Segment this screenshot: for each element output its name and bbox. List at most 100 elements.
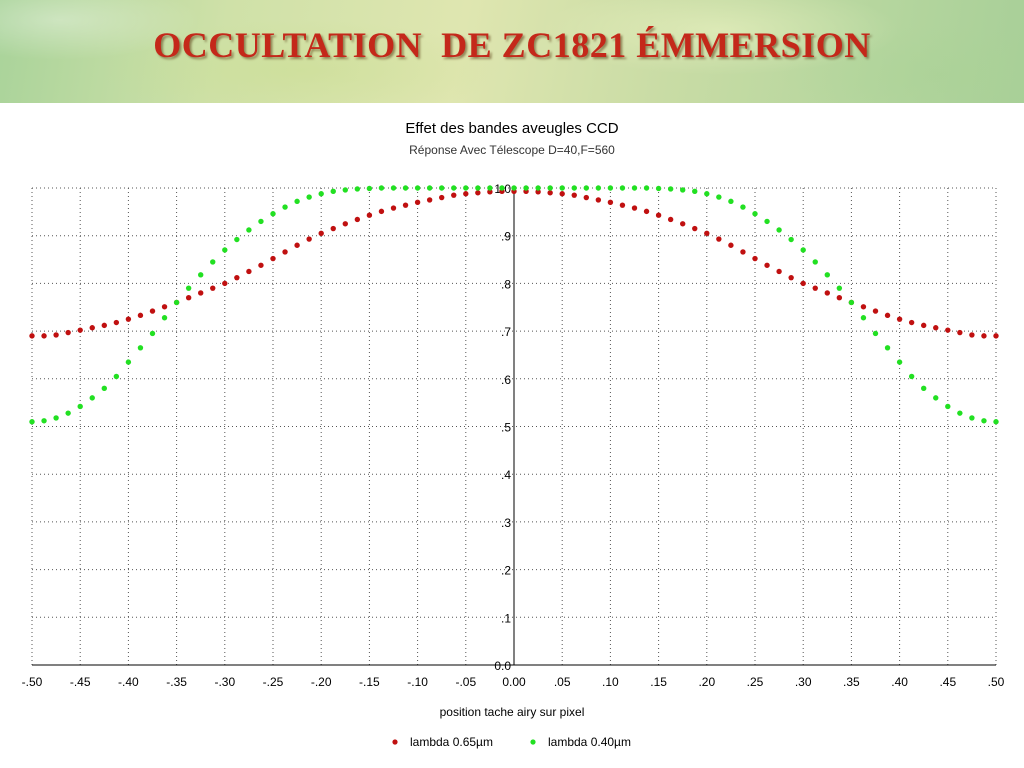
data-point <box>716 236 722 242</box>
data-point <box>77 403 83 410</box>
x-tick-label: -.40 <box>118 675 139 689</box>
x-tick-label: .20 <box>698 675 715 689</box>
data-point <box>137 312 144 319</box>
data-point <box>655 212 662 218</box>
x-tick-label: -.05 <box>455 675 476 689</box>
data-point <box>149 330 156 337</box>
data-point <box>619 185 626 191</box>
data-point <box>378 208 385 215</box>
data-point <box>511 185 517 191</box>
data-point <box>969 332 975 338</box>
data-point <box>523 185 529 191</box>
data-point <box>439 194 445 201</box>
data-point <box>390 185 397 191</box>
x-tick-label: .50 <box>988 675 1005 689</box>
data-point <box>65 410 71 416</box>
data-point <box>933 395 939 401</box>
data-point <box>764 218 770 225</box>
data-point <box>89 395 95 401</box>
data-point <box>933 325 939 331</box>
data-point <box>210 285 216 291</box>
chart-subtitle: Réponse Avec Télescope D=40,F=560 <box>409 143 615 157</box>
data-point <box>29 333 35 339</box>
data-point <box>969 415 975 421</box>
data-point <box>752 255 758 262</box>
data-point <box>390 205 397 211</box>
data-point <box>173 299 180 306</box>
data-point <box>655 185 662 192</box>
data-point <box>354 186 361 192</box>
x-tick-label: .35 <box>843 675 860 689</box>
data-point <box>439 185 445 191</box>
data-point <box>776 268 782 275</box>
data-point <box>981 333 987 339</box>
x-tick-label: 0.00 <box>502 675 526 689</box>
data-point <box>908 373 915 380</box>
data-point <box>836 295 843 301</box>
y-tick-label: .9 <box>501 230 511 244</box>
data-point <box>463 191 469 197</box>
data-point <box>487 189 493 195</box>
data-point <box>631 185 638 191</box>
y-tick-label: .2 <box>501 564 511 578</box>
data-point <box>728 242 734 248</box>
data-point <box>981 418 987 424</box>
data-point <box>752 211 758 217</box>
data-point <box>366 212 373 218</box>
data-point <box>583 194 589 201</box>
data-point <box>77 327 83 333</box>
data-point <box>282 204 288 210</box>
data-point <box>824 272 830 278</box>
data-point <box>53 415 59 421</box>
data-point <box>896 359 903 365</box>
x-tick-label: -.10 <box>407 675 428 689</box>
data-point <box>270 211 276 217</box>
series-2 <box>29 185 999 425</box>
data-point <box>993 419 999 425</box>
data-point <box>414 185 421 191</box>
data-point <box>137 345 144 351</box>
data-point <box>463 185 469 191</box>
data-point <box>246 268 252 275</box>
data-point <box>704 191 710 197</box>
data-point <box>113 319 120 326</box>
data-point <box>258 218 264 225</box>
data-point <box>234 274 240 281</box>
data-point <box>872 330 879 337</box>
x-tick-label: .25 <box>747 675 764 689</box>
data-point <box>812 285 818 291</box>
data-point <box>824 290 830 296</box>
data-point <box>258 262 264 268</box>
x-tick-label: .05 <box>554 675 571 689</box>
title-banner: OCCULTATION DE ZC1821 ÉMMERSION <box>0 0 1024 103</box>
data-point <box>812 259 818 265</box>
data-point <box>246 227 252 233</box>
data-series <box>29 185 999 425</box>
data-point <box>764 262 770 268</box>
y-tick-label: .1 <box>501 611 511 625</box>
data-point <box>234 236 240 243</box>
data-point <box>667 216 674 223</box>
data-point <box>342 221 348 227</box>
data-point <box>426 185 433 191</box>
data-point <box>113 373 120 380</box>
data-point <box>595 185 602 191</box>
data-point <box>667 186 674 192</box>
data-point <box>161 304 168 310</box>
data-point <box>125 316 132 322</box>
y-tick-label: .4 <box>501 468 511 482</box>
data-point <box>294 242 300 248</box>
data-point <box>595 197 602 203</box>
legend-label-green: lambda 0.40µm <box>548 735 631 749</box>
data-point <box>161 315 168 321</box>
x-axis-label: position tache airy sur pixel <box>440 705 585 719</box>
data-point <box>776 227 782 233</box>
data-point <box>619 202 626 208</box>
data-point <box>198 290 204 296</box>
data-point <box>294 198 300 205</box>
data-point <box>559 185 565 191</box>
data-point <box>101 385 108 392</box>
data-point <box>860 304 867 310</box>
data-point <box>993 333 999 339</box>
legend-marker-red <box>392 739 398 745</box>
